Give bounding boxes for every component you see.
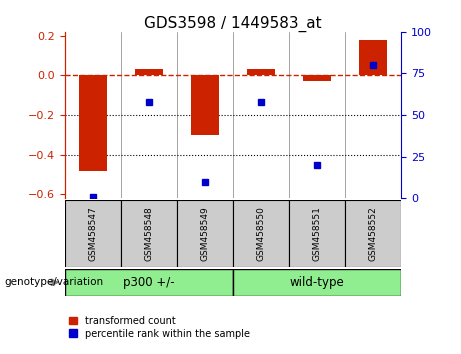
Bar [135,69,163,75]
Bar [289,200,345,267]
Bar [233,269,401,296]
Text: GSM458549: GSM458549 [200,206,209,261]
Bar [247,69,275,75]
Text: GSM458551: GSM458551 [313,206,321,261]
Bar [78,75,106,171]
Text: wild-type: wild-type [290,276,344,289]
Bar [345,200,401,267]
Legend: transformed count, percentile rank within the sample: transformed count, percentile rank withi… [70,316,250,338]
Text: p300 +/-: p300 +/- [123,276,174,289]
Bar [65,200,121,267]
Text: GSM458552: GSM458552 [368,206,378,261]
Text: GSM458547: GSM458547 [88,206,97,261]
Bar [65,269,233,296]
Title: GDS3598 / 1449583_at: GDS3598 / 1449583_at [144,16,322,32]
Text: genotype/variation: genotype/variation [5,277,104,287]
Bar [359,40,387,75]
Text: GSM458550: GSM458550 [256,206,266,261]
Bar [303,75,331,81]
Text: GSM458548: GSM458548 [144,206,153,261]
Bar [177,200,233,267]
Bar [233,200,289,267]
Bar [121,200,177,267]
Bar [191,75,219,135]
